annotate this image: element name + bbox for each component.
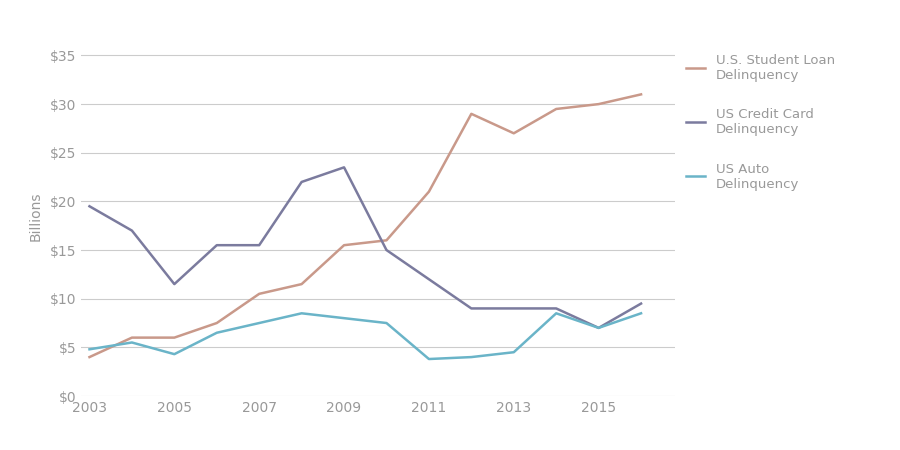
US Credit Card
Delinquency [212, 243, 222, 248]
US Credit Card
Delinquency [551, 306, 562, 311]
US Credit Card
Delinquency [593, 325, 604, 331]
Line: US Credit Card
Delinquency: US Credit Card Delinquency [89, 167, 641, 328]
U.S. Student Loan
Delinquency [254, 291, 265, 297]
US Auto
Delinquency [296, 310, 307, 316]
U.S. Student Loan
Delinquency [466, 111, 477, 117]
US Credit Card
Delinquency [466, 306, 477, 311]
U.S. Student Loan
Delinquency [338, 243, 349, 248]
US Auto
Delinquency [508, 350, 519, 355]
US Credit Card
Delinquency [254, 243, 265, 248]
U.S. Student Loan
Delinquency [635, 92, 646, 97]
US Credit Card
Delinquency [169, 281, 180, 287]
U.S. Student Loan
Delinquency [424, 189, 435, 194]
U.S. Student Loan
Delinquency [593, 101, 604, 107]
US Auto
Delinquency [635, 310, 646, 316]
U.S. Student Loan
Delinquency [212, 320, 222, 326]
US Credit Card
Delinquency [84, 203, 94, 209]
US Credit Card
Delinquency [381, 248, 392, 253]
US Credit Card
Delinquency [296, 179, 307, 184]
U.S. Student Loan
Delinquency [169, 335, 180, 340]
US Auto
Delinquency [551, 310, 562, 316]
US Auto
Delinquency [84, 346, 94, 352]
Line: U.S. Student Loan
Delinquency: U.S. Student Loan Delinquency [89, 94, 641, 357]
US Credit Card
Delinquency [127, 228, 138, 233]
US Credit Card
Delinquency [635, 301, 646, 306]
US Auto
Delinquency [466, 355, 477, 360]
US Auto
Delinquency [127, 340, 138, 345]
US Auto
Delinquency [254, 320, 265, 326]
Line: US Auto
Delinquency: US Auto Delinquency [89, 313, 641, 359]
US Auto
Delinquency [424, 356, 435, 362]
US Credit Card
Delinquency [424, 277, 435, 282]
U.S. Student Loan
Delinquency [296, 281, 307, 287]
US Auto
Delinquency [381, 320, 392, 326]
US Auto
Delinquency [169, 351, 180, 357]
US Auto
Delinquency [338, 315, 349, 321]
US Credit Card
Delinquency [508, 306, 519, 311]
Legend: U.S. Student Loan
Delinquency, US Credit Card
Delinquency, US Auto
Delinquency: U.S. Student Loan Delinquency, US Credit… [681, 50, 839, 194]
U.S. Student Loan
Delinquency [84, 355, 94, 360]
US Credit Card
Delinquency [338, 165, 349, 170]
U.S. Student Loan
Delinquency [508, 130, 519, 136]
Y-axis label: Billions: Billions [29, 191, 42, 241]
U.S. Student Loan
Delinquency [381, 238, 392, 243]
U.S. Student Loan
Delinquency [551, 106, 562, 112]
US Auto
Delinquency [593, 325, 604, 331]
U.S. Student Loan
Delinquency [127, 335, 138, 340]
US Auto
Delinquency [212, 330, 222, 335]
